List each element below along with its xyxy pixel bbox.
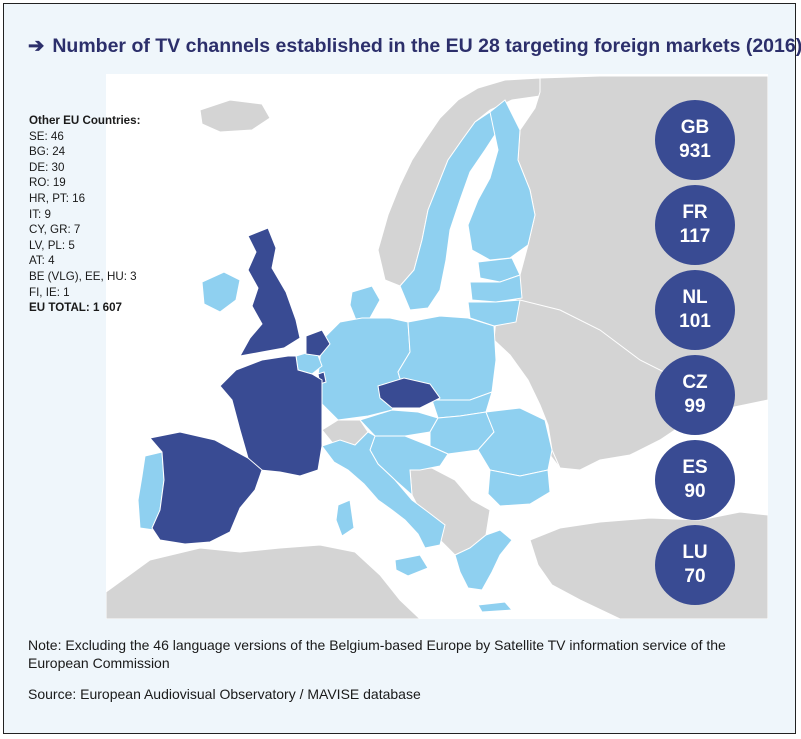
legend-item: RO: 19	[29, 176, 66, 190]
badge-nl: NL 101	[655, 270, 735, 350]
top-countries-badges: GB 931 FR 117 NL 101 CZ 99 ES 90 LU 70	[655, 100, 735, 610]
iceland	[199, 99, 271, 133]
badge-value: 90	[684, 481, 706, 502]
badge-value: 117	[679, 226, 711, 247]
legend-item: BG: 24	[29, 145, 66, 159]
spain	[149, 431, 263, 545]
footnote: Note: Excluding the 46 language versions…	[28, 637, 726, 671]
italy	[321, 431, 446, 549]
sicily	[394, 554, 429, 577]
arrow-icon: ➔	[28, 35, 45, 57]
legend-item: LV, PL: 5	[29, 238, 75, 252]
legend-item: IT: 9	[29, 207, 51, 221]
legend-item: BE (VLG), EE, HU: 3	[29, 269, 137, 283]
romania	[477, 407, 553, 477]
badge-gb: GB 931	[655, 100, 735, 180]
legend-item: DE: 30	[29, 160, 65, 174]
bulgaria	[487, 469, 551, 507]
sardinia	[335, 499, 355, 537]
legend-heading: Other EU Countries:	[29, 114, 141, 127]
eu-top-countries	[149, 227, 441, 545]
netherlands	[305, 329, 331, 357]
eu-total: EU TOTAL: 1 607	[29, 301, 122, 315]
ireland	[201, 271, 241, 313]
title-text: Number of TV channels established in the…	[52, 35, 801, 57]
czech-republic	[377, 377, 441, 409]
belarus-ukraine	[493, 299, 722, 471]
badge-code: FR	[682, 202, 708, 223]
north-africa	[106, 544, 421, 619]
badge-fr: FR 117	[655, 185, 735, 265]
badge-value: 931	[679, 141, 711, 162]
crete	[477, 601, 514, 613]
legend-item: FI, IE: 1	[29, 285, 70, 299]
badge-code: NL	[682, 287, 708, 308]
other-eu-countries-legend: Other EU Countries: SE: 46 BG: 24 DE: 30…	[29, 113, 140, 316]
legend-item: AT: 4	[29, 254, 55, 268]
badge-code: ES	[682, 457, 708, 478]
badge-lu: LU 70	[655, 525, 735, 605]
latvia	[469, 274, 523, 303]
badge-code: GB	[680, 117, 710, 138]
badge-value: 99	[684, 396, 706, 417]
legend-item: HR, PT: 16	[29, 191, 86, 205]
legend-item: CY, GR: 7	[29, 223, 81, 237]
badge-es: ES 90	[655, 440, 735, 520]
badge-cz: CZ 99	[655, 355, 735, 435]
badge-code: LU	[682, 542, 708, 563]
eu-other-countries	[137, 99, 553, 613]
lithuania	[467, 299, 521, 327]
legend-item: SE: 46	[29, 129, 64, 143]
greece	[454, 529, 513, 591]
badge-value: 70	[684, 566, 706, 587]
france	[219, 355, 323, 477]
source-line: Source: European Audiovisual Observatory…	[28, 686, 421, 702]
badge-value: 101	[679, 311, 711, 332]
figure-title: ➔ Number of TV channels established in th…	[28, 34, 801, 58]
badge-code: CZ	[682, 372, 708, 393]
great-britain	[239, 227, 301, 357]
